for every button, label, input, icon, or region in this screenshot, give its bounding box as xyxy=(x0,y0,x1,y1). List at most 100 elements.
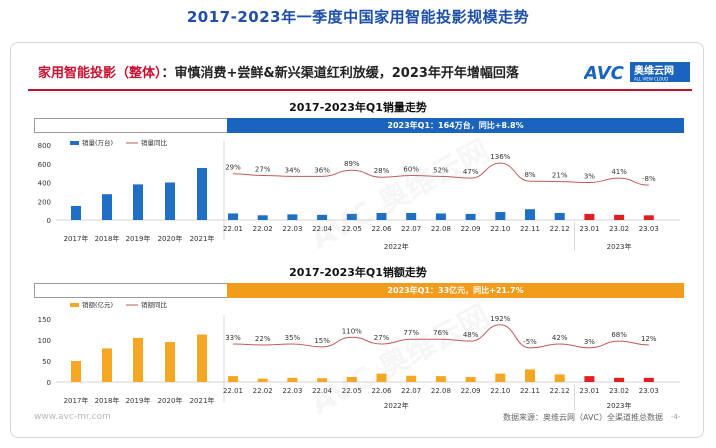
headline-summary: ：审慎消费+尝鲜&新兴渠道红利放缓，2023年开年增幅回落 xyxy=(161,66,519,81)
volume-annual-bar xyxy=(71,205,81,220)
value-yoy-label: 35% xyxy=(285,334,301,342)
avc-logo: AVC 奥维云网 ALL VIEW CLOUD xyxy=(584,62,690,84)
volume-monthly-bar xyxy=(643,215,654,220)
value-yoy-label: 42% xyxy=(552,334,568,342)
value-monthly-bar xyxy=(643,377,654,382)
headline: 家用智能投影（整体）：审慎消费+尝鲜&新兴渠道红利放缓，2023年开年增幅回落 xyxy=(38,62,519,81)
volume-year-label: 2023年 xyxy=(607,242,632,251)
value-yoy-label: 192% xyxy=(490,315,510,323)
value-yoy-label: 77% xyxy=(403,329,419,337)
volume-monthly-bar xyxy=(435,213,446,220)
volume-legend-line-label: 销量同比 xyxy=(141,138,168,147)
value-monthly-x-label: 23.01 xyxy=(579,387,599,395)
value-y-tick-label: 0 xyxy=(47,379,51,387)
volume-yoy-label: 52% xyxy=(433,166,449,174)
value-yoy-label: 76% xyxy=(433,329,449,337)
volume-y-tick-label: 600 xyxy=(38,161,51,169)
logo-cn: 奥维云网 xyxy=(634,64,674,77)
volume-annual-bar xyxy=(102,194,112,220)
value-monthly-bar xyxy=(257,378,268,382)
logo-en: ALL VIEW CLOUD xyxy=(634,77,668,82)
volume-yoy-label: 3% xyxy=(584,173,595,181)
volume-banner: 2023年Q1：164万台，同比+8.8% xyxy=(227,118,684,133)
volume-monthly-x-label: 22.07 xyxy=(401,225,421,233)
logo-mark: AVC xyxy=(584,63,625,84)
value-yoy-label: 110% xyxy=(342,327,362,335)
volume-monthly-x-label: 22.06 xyxy=(371,225,392,233)
value-monthly-bar xyxy=(406,375,417,382)
volume-annual-x-label: 2019年 xyxy=(126,234,151,243)
value-yoy-label: 27% xyxy=(374,334,390,342)
volume-monthly-bar xyxy=(287,214,298,220)
volume-monthly-bar xyxy=(257,215,268,220)
page-title: 2017-2023年一季度中国家用智能投影规模走势 xyxy=(186,8,530,26)
headline-underline xyxy=(28,89,692,91)
volume-yoy-label: 36% xyxy=(314,166,330,174)
volume-annual-bar xyxy=(165,182,175,220)
value-monthly-bar xyxy=(376,373,387,382)
value-monthly-bar xyxy=(317,378,328,382)
volume-monthly-x-label: 22.03 xyxy=(282,225,302,233)
volume-monthly-bar xyxy=(495,212,506,220)
volume-monthly-bar xyxy=(228,213,238,220)
value-monthly-x-label: 22.01 xyxy=(223,387,243,395)
value-monthly-bar xyxy=(554,374,565,382)
volume-monthly-x-label: 23.02 xyxy=(609,225,629,233)
volume-y-tick-label: 800 xyxy=(38,142,51,150)
volume-monthly-bar xyxy=(614,214,625,220)
volume-monthly-x-label: 22.11 xyxy=(520,225,540,233)
value-yoy-label: 48% xyxy=(463,331,479,339)
value-monthly-x-label: 22.02 xyxy=(253,387,273,395)
value-monthly-bar xyxy=(435,376,446,382)
value-annual-bar xyxy=(133,337,143,382)
volume-monthly-bar xyxy=(376,212,387,220)
volume-monthly-x-label: 22.10 xyxy=(490,225,510,233)
value-yoy-label: 33% xyxy=(225,334,241,342)
value-monthly-x-label: 22.09 xyxy=(461,387,481,395)
value-monthly-x-label: 22.10 xyxy=(490,387,510,395)
value-annual-bar xyxy=(197,334,207,382)
volume-yoy-label: 41% xyxy=(611,168,627,176)
volume-annual-x-label: 2017年 xyxy=(64,234,89,243)
value-banner: 2023年Q1：33亿元，同比+21.7% xyxy=(227,283,684,298)
volume-yoy-label: 89% xyxy=(344,160,360,168)
footer-source: 数据来源：奥维云网（AVC）全渠道推总数据 xyxy=(503,413,664,422)
volume-monthly-x-label: 22.12 xyxy=(550,225,570,233)
value-yoy-label: 68% xyxy=(611,331,627,339)
volume-yoy-label: 28% xyxy=(374,167,390,175)
volume-annual-bar xyxy=(133,184,143,220)
value-monthly-x-label: 22.11 xyxy=(520,387,540,395)
volume-monthly-x-label: 22.08 xyxy=(431,225,451,233)
volume-monthly-bar xyxy=(317,214,328,220)
volume-legend-bar-label: 销量(万台) xyxy=(82,138,113,147)
volume-monthly-bar xyxy=(554,212,565,220)
volume-yoy-label: 60% xyxy=(403,165,419,173)
volume-monthly-bar xyxy=(584,213,595,220)
volume-monthly-bar xyxy=(346,213,357,220)
footer-page-number: -4- xyxy=(671,413,681,421)
value-monthly-bar xyxy=(228,376,238,382)
value-monthly-x-label: 22.07 xyxy=(401,387,421,395)
volume-yoy-label: 27% xyxy=(255,165,271,173)
volume-annual-x-label: 2021年 xyxy=(190,234,215,243)
headline-category: 家用智能投影（整体） xyxy=(38,66,162,81)
value-chart-title: 2017-2023年Q1销额走势 xyxy=(289,266,427,279)
volume-monthly-bar xyxy=(406,212,417,220)
value-monthly-x-label: 22.04 xyxy=(312,387,333,395)
volume-yoy-line xyxy=(232,162,649,186)
volume-chart-title: 2017-2023年Q1销量走势 xyxy=(289,101,427,114)
footer-website: www.avc-mr.com xyxy=(34,412,111,422)
value-annual-bar xyxy=(165,342,175,382)
value-monthly-bar xyxy=(346,376,357,382)
value-monthly-x-label: 22.03 xyxy=(282,387,302,395)
volume-legend-bar-swatch xyxy=(70,141,79,145)
value-monthly-bar xyxy=(287,377,298,382)
volume-monthly-x-label: 22.01 xyxy=(223,225,243,233)
volume-y-tick-label: 200 xyxy=(38,198,51,206)
value-yoy-label: 15% xyxy=(314,337,330,345)
value-annual-x-label: 2019年 xyxy=(126,396,151,405)
value-y-tick-label: 100 xyxy=(38,337,51,345)
value-annual-x-label: 2020年 xyxy=(158,396,183,405)
value-annual-bar xyxy=(71,361,81,382)
value-annual-x-label: 2017年 xyxy=(64,396,89,405)
